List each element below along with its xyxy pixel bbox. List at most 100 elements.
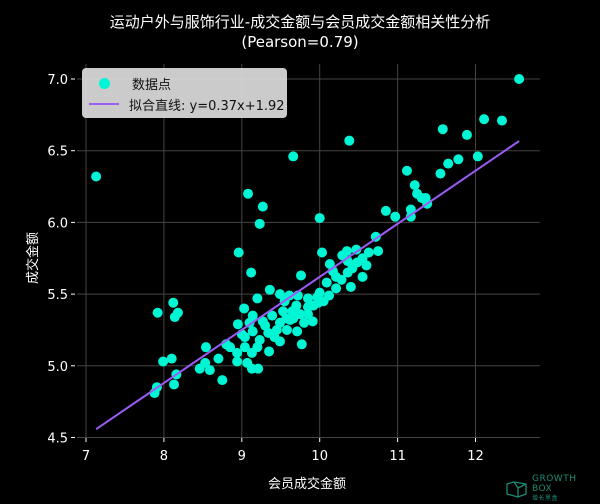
data-point	[91, 171, 102, 182]
x-axis-label: 会员成交金额	[268, 476, 346, 492]
data-point	[253, 363, 264, 374]
data-points	[91, 74, 525, 399]
data-point	[213, 353, 224, 364]
data-point	[514, 74, 525, 84]
data-point	[347, 263, 358, 274]
x-tick-label: 7	[82, 449, 90, 464]
legend-label-fit-line: 拟合直线: y=0.37x+1.92	[129, 98, 285, 114]
growth-box-logo-icon	[506, 481, 527, 498]
y-tick-label: 7.0	[47, 73, 68, 88]
data-point	[204, 365, 215, 376]
data-point	[435, 168, 446, 179]
data-point	[357, 271, 368, 282]
data-point	[361, 260, 372, 271]
data-point	[401, 165, 412, 176]
data-point	[168, 297, 179, 308]
line-marker-icon	[89, 103, 119, 105]
data-point	[292, 326, 303, 337]
chart-subtitle: (Pearson=0.79)	[241, 33, 359, 51]
data-point	[336, 274, 347, 285]
x-tick-label: 9	[238, 449, 246, 464]
x-tick-label: 11	[389, 449, 406, 464]
data-point	[345, 281, 356, 292]
data-point	[296, 270, 307, 281]
growth-box-watermark: GROWTH BOX 增长黑盒	[506, 474, 600, 504]
y-tick-label: 6.0	[47, 216, 68, 231]
data-point	[380, 205, 391, 216]
legend-item-fit-line: 拟合直线: y=0.37x+1.92	[83, 94, 285, 114]
dot-marker-icon	[99, 77, 110, 89]
y-tick-label: 5.0	[47, 360, 68, 375]
data-point	[274, 289, 285, 300]
data-point	[233, 247, 244, 258]
data-point	[264, 346, 275, 357]
data-point	[299, 317, 310, 328]
data-point	[314, 213, 325, 224]
x-tick-label: 10	[311, 449, 328, 464]
data-point	[303, 309, 314, 320]
watermark-sub: 增长黑盒	[532, 495, 559, 502]
y-tick-label: 4.5	[47, 432, 68, 447]
data-point	[232, 319, 243, 330]
data-point	[152, 307, 163, 318]
grid-lines	[77, 64, 540, 438]
watermark-brand: GROWTH BOX	[532, 474, 577, 494]
legend: 数据点 拟合直线: y=0.37x+1.92	[82, 68, 287, 118]
data-point	[443, 158, 454, 169]
fit-line	[95, 140, 520, 430]
data-point	[169, 312, 180, 323]
chart-title-main: 运动户外与服饰行业-成交金额与会员成交金额相关性分析	[109, 13, 491, 31]
data-point	[269, 332, 280, 343]
data-point	[158, 356, 169, 367]
data-point	[344, 135, 355, 146]
data-point	[390, 211, 401, 222]
data-point	[247, 326, 258, 337]
data-point	[254, 218, 265, 229]
data-point	[264, 284, 275, 295]
data-point	[453, 154, 464, 165]
data-point	[217, 375, 228, 386]
x-tick-label: 8	[160, 449, 168, 464]
data-point	[260, 320, 271, 331]
data-point	[317, 247, 328, 258]
data-point	[288, 151, 299, 162]
data-point	[437, 124, 448, 135]
data-point	[281, 324, 292, 335]
data-point	[331, 283, 342, 294]
data-point	[246, 347, 257, 358]
data-point	[257, 201, 268, 212]
data-point	[239, 342, 250, 353]
y-axis-label: 成交金额	[25, 232, 41, 284]
data-point	[296, 339, 307, 350]
data-point	[169, 379, 180, 390]
data-point	[287, 306, 298, 317]
data-point	[321, 277, 332, 288]
data-point	[252, 293, 263, 304]
data-point	[303, 293, 314, 304]
data-point	[267, 310, 278, 321]
data-point	[194, 363, 205, 374]
data-point	[232, 356, 243, 367]
data-point	[308, 300, 319, 311]
data-point	[232, 347, 243, 358]
data-point	[166, 353, 177, 364]
y-tick-label: 6.5	[47, 145, 68, 160]
legend-label-points: 数据点	[132, 77, 172, 93]
legend-item-points: 数据点	[83, 73, 171, 93]
axis-ticks: 7 8 9 10 11 12 4.5 5.0 5.5 6.0 6.5 7.0	[47, 73, 483, 464]
data-point	[479, 114, 490, 125]
data-point	[246, 267, 257, 278]
data-point	[285, 314, 296, 325]
data-point	[243, 188, 254, 199]
chart-title: 运动户外与服饰行业-成交金额与会员成交金额相关性分析 (Pearson=0.79…	[0, 12, 600, 52]
y-tick-label: 5.5	[47, 288, 68, 303]
data-point	[200, 342, 211, 353]
data-point	[461, 129, 472, 140]
data-point	[496, 115, 507, 126]
data-point	[239, 303, 250, 314]
data-point	[307, 316, 318, 327]
data-point	[373, 246, 384, 257]
data-point	[351, 244, 362, 255]
data-point	[472, 151, 483, 162]
